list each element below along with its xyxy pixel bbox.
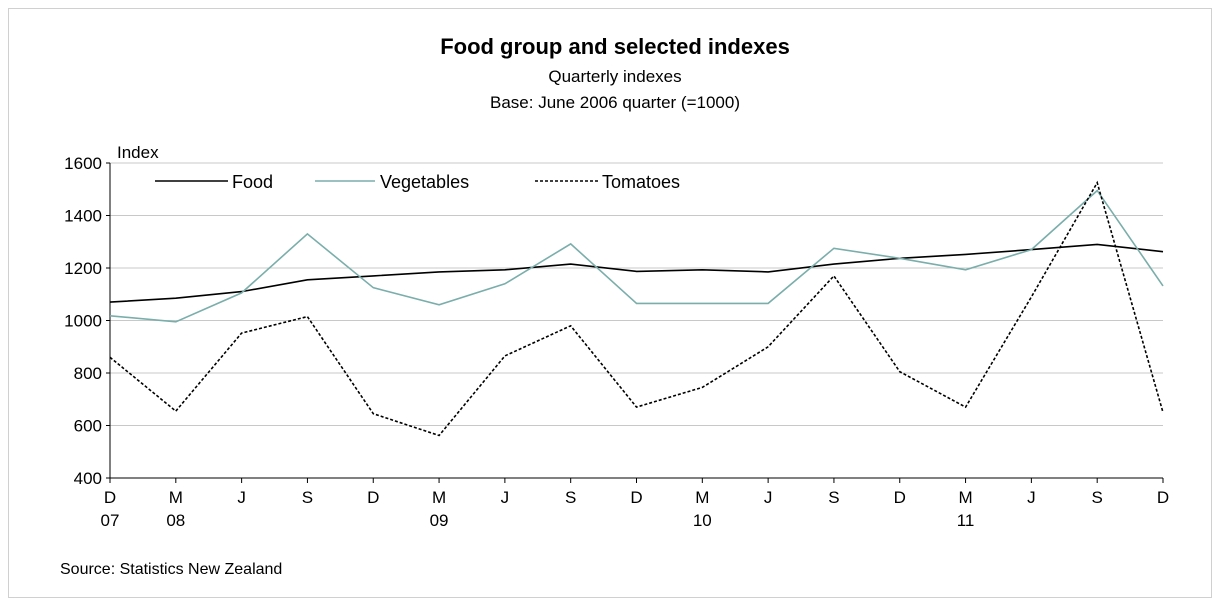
x-tick-label: S (302, 488, 313, 507)
x-tick-label: J (501, 488, 510, 507)
y-tick-label: 1000 (64, 312, 102, 331)
x-tick-label: J (764, 488, 773, 507)
x-tick-label: J (1027, 488, 1036, 507)
legend: Food Vegetables Tomatoes (155, 172, 680, 192)
x-tick-label: M (958, 488, 972, 507)
y-tick-label: 800 (74, 364, 102, 383)
x-tick-label: D (1157, 488, 1169, 507)
x-tick-label: D (367, 488, 379, 507)
x-tick-label: J (237, 488, 246, 507)
x-tick-year-label: 11 (957, 511, 975, 530)
chart-subtitle: Quarterly indexes (548, 67, 681, 86)
series-line-vegetables (109, 189, 1164, 323)
x-tick-label: S (828, 488, 839, 507)
source-note: Source: Statistics New Zealand (60, 561, 282, 578)
legend-label-tomatoes: Tomatoes (602, 172, 680, 192)
y-axis-label: Index (117, 143, 159, 162)
series-lines (109, 180, 1164, 437)
x-tick-label: M (695, 488, 709, 507)
x-tick-label: S (565, 488, 576, 507)
chart-frame (8, 8, 1212, 598)
legend-label-vegetables: Vegetables (380, 172, 469, 192)
y-tick-label: 600 (74, 417, 102, 436)
y-tick-label: 1600 (64, 154, 102, 173)
x-tick-year-label: 09 (430, 511, 449, 530)
series-line-food (109, 243, 1164, 303)
x-tick-label: D (104, 488, 116, 507)
x-tick-year-label: 07 (101, 511, 120, 530)
gridlines (110, 162, 1163, 426)
series-line-tomatoes (109, 180, 1164, 437)
legend-label-food: Food (232, 172, 273, 192)
y-tick-label: 1400 (64, 207, 102, 226)
chart-base-note: Base: June 2006 quarter (=1000) (490, 93, 740, 112)
x-tick-label: D (630, 488, 642, 507)
axes: 400 600 800 1000 1200 1400 1600 D 07 M 08 J S D M 09 J S D… (64, 154, 1169, 530)
x-tick-label: M (169, 488, 183, 507)
x-tick-label: S (1092, 488, 1103, 507)
chart-title: Food group and selected indexes (440, 34, 790, 59)
x-tick-year-label: 10 (693, 511, 712, 530)
y-tick-label: 400 (74, 469, 102, 488)
y-tick-label: 1200 (64, 259, 102, 278)
x-tick-year-label: 08 (166, 511, 185, 530)
x-tick-label: M (432, 488, 446, 507)
x-tick-label: D (894, 488, 906, 507)
